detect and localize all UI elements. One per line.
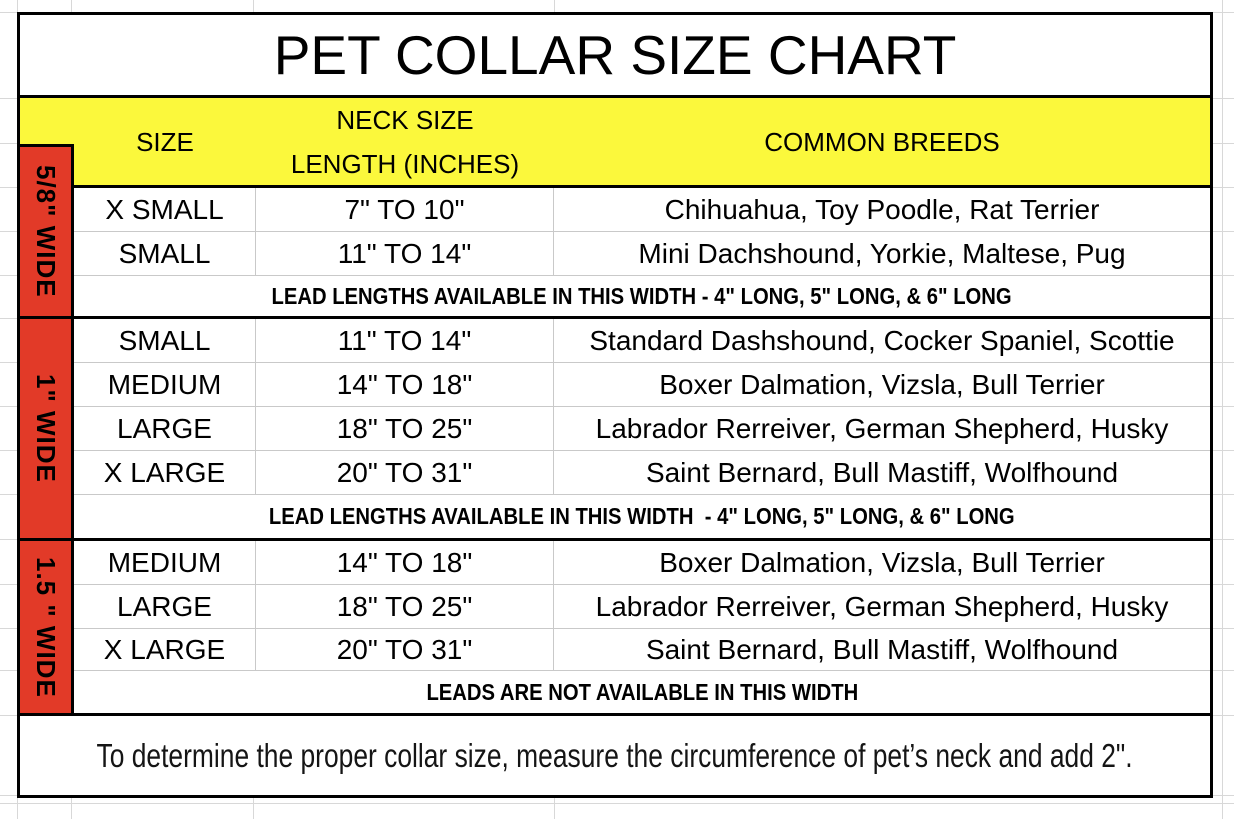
neck-size-value: 11" TO 14" xyxy=(337,237,472,269)
breeds-cell[interactable]: Labrador Rerreiver, German Shepherd, Hus… xyxy=(554,585,1210,629)
breeds-cell[interactable]: Mini Dachshound, Yorkie, Maltese, Pug xyxy=(554,232,1210,276)
title-cell[interactable]: PET COLLAR SIZE CHART xyxy=(20,15,1210,98)
header-neck-size-cell[interactable]: NECK SIZE LENGTH (INCHES) xyxy=(256,98,554,186)
lead-note-cell[interactable]: LEAD LENGTHS AVAILABLE IN THIS WIDTH - 4… xyxy=(74,276,1210,319)
size-cell[interactable]: SMALL xyxy=(74,319,256,363)
size-cell[interactable]: LARGE xyxy=(74,407,256,451)
neck-size-value: 14" TO 18" xyxy=(336,368,473,400)
breeds-value: Mini Dachshound, Yorkie, Maltese, Pug xyxy=(638,237,1126,269)
page-title: PET COLLAR SIZE CHART xyxy=(273,24,957,86)
neck-size-value: 18" TO 25" xyxy=(336,590,473,622)
header-size-cell[interactable]: SIZE xyxy=(74,98,256,186)
neck-size-cell[interactable]: 7" TO 10" xyxy=(256,188,554,232)
header-common-breeds-cell[interactable]: COMMON BREEDS xyxy=(554,98,1210,186)
size-value: X LARGE xyxy=(103,456,226,488)
size-value: SMALL xyxy=(118,237,211,269)
size-cell[interactable]: X LARGE xyxy=(74,629,256,671)
width-band-label: 1.5 " WIDE xyxy=(31,556,61,698)
neck-size-cell[interactable]: 20" TO 31" xyxy=(256,629,554,671)
neck-size-cell[interactable]: 20" TO 31" xyxy=(256,451,554,495)
breeds-value: Saint Bernard, Bull Mastiff, Wolfhound xyxy=(645,456,1119,488)
lead-note-text: LEAD LENGTHS AVAILABLE IN THIS WIDTH - 4… xyxy=(269,503,1015,529)
breeds-cell[interactable]: Boxer Dalmation, Vizsla, Bull Terrier xyxy=(554,541,1210,585)
size-cell[interactable]: MEDIUM xyxy=(74,541,256,585)
size-value: MEDIUM xyxy=(107,368,222,400)
size-value: LARGE xyxy=(117,412,212,444)
lead-note-text: LEADS ARE NOT AVAILABLE IN THIS WIDTH xyxy=(426,678,858,705)
neck-size-cell[interactable]: 18" TO 25" xyxy=(256,585,554,629)
size-cell[interactable]: MEDIUM xyxy=(74,363,256,407)
gridline-horizontal xyxy=(0,803,1234,804)
width-band-cell[interactable]: 5/8" WIDE xyxy=(20,144,74,319)
width-band-label: 1" WIDE xyxy=(31,374,61,483)
size-chart-table: PET COLLAR SIZE CHART SIZE NECK SIZE LEN… xyxy=(17,12,1213,798)
size-cell[interactable]: SMALL xyxy=(74,232,256,276)
size-value: SMALL xyxy=(118,324,211,356)
neck-size-cell[interactable]: 14" TO 18" xyxy=(256,541,554,585)
size-value: X LARGE xyxy=(103,633,226,665)
size-cell[interactable]: X SMALL xyxy=(74,188,256,232)
breeds-value: Standard Dashshound, Cocker Spaniel, Sco… xyxy=(589,324,1175,356)
neck-size-value: 18" TO 25" xyxy=(336,412,473,444)
header-row: SIZE NECK SIZE LENGTH (INCHES) COMMON BR… xyxy=(20,98,1210,188)
lead-note-cell[interactable]: LEADS ARE NOT AVAILABLE IN THIS WIDTH xyxy=(74,671,1210,716)
breeds-cell[interactable]: Chihuahua, Toy Poodle, Rat Terrier xyxy=(554,188,1210,232)
breeds-cell[interactable]: Standard Dashshound, Cocker Spaniel, Sco… xyxy=(554,319,1210,363)
neck-size-cell[interactable]: 11" TO 14" xyxy=(256,319,554,363)
breeds-value: Labrador Rerreiver, German Shepherd, Hus… xyxy=(595,412,1169,444)
neck-size-cell[interactable]: 11" TO 14" xyxy=(256,232,554,276)
breeds-value: Boxer Dalmation, Vizsla, Bull Terrier xyxy=(659,546,1105,578)
breeds-value: Chihuahua, Toy Poodle, Rat Terrier xyxy=(664,193,1100,225)
footer-cell[interactable]: To determine the proper collar size, mea… xyxy=(20,716,1210,795)
header-neck-size-line2: LENGTH (INCHES) xyxy=(290,149,520,179)
size-cell[interactable]: X LARGE xyxy=(74,451,256,495)
lead-note-text: LEAD LENGTHS AVAILABLE IN THIS WIDTH - 4… xyxy=(271,282,1013,309)
breeds-cell[interactable]: Labrador Rerreiver, German Shepherd, Hus… xyxy=(554,407,1210,451)
neck-size-value: 14" TO 18" xyxy=(336,546,473,578)
neck-size-value: 20" TO 31" xyxy=(336,456,473,488)
breeds-cell[interactable]: Saint Bernard, Bull Mastiff, Wolfhound xyxy=(554,451,1210,495)
neck-size-value: 11" TO 14" xyxy=(337,324,472,356)
width-band-cell[interactable]: 1.5 " WIDE xyxy=(20,541,74,716)
size-cell[interactable]: LARGE xyxy=(74,585,256,629)
breeds-value: Labrador Rerreiver, German Shepherd, Hus… xyxy=(595,590,1169,622)
neck-size-value: 20" TO 31" xyxy=(336,633,473,665)
lead-note-cell[interactable]: LEAD LENGTHS AVAILABLE IN THIS WIDTH - 4… xyxy=(74,495,1210,541)
breeds-cell[interactable]: Saint Bernard, Bull Mastiff, Wolfhound xyxy=(554,629,1210,671)
neck-size-value: 7" TO 10" xyxy=(344,193,465,225)
width-band-cell[interactable]: 1" WIDE xyxy=(20,319,74,541)
size-value: MEDIUM xyxy=(107,546,222,578)
breeds-value: Boxer Dalmation, Vizsla, Bull Terrier xyxy=(659,368,1105,400)
header-size-label: SIZE xyxy=(136,127,194,157)
width-band-label: 5/8" WIDE xyxy=(31,165,61,298)
gridline-vertical xyxy=(1222,0,1223,819)
size-value: LARGE xyxy=(117,590,212,622)
footer-instruction: To determine the proper collar size, mea… xyxy=(96,736,1134,774)
size-value: X SMALL xyxy=(105,193,224,225)
neck-size-cell[interactable]: 18" TO 25" xyxy=(256,407,554,451)
breeds-value: Saint Bernard, Bull Mastiff, Wolfhound xyxy=(645,633,1119,665)
header-common-breeds-label: COMMON BREEDS xyxy=(764,127,1000,157)
neck-size-cell[interactable]: 14" TO 18" xyxy=(256,363,554,407)
header-neck-size-line1: NECK SIZE xyxy=(336,105,474,135)
breeds-cell[interactable]: Boxer Dalmation, Vizsla, Bull Terrier xyxy=(554,363,1210,407)
